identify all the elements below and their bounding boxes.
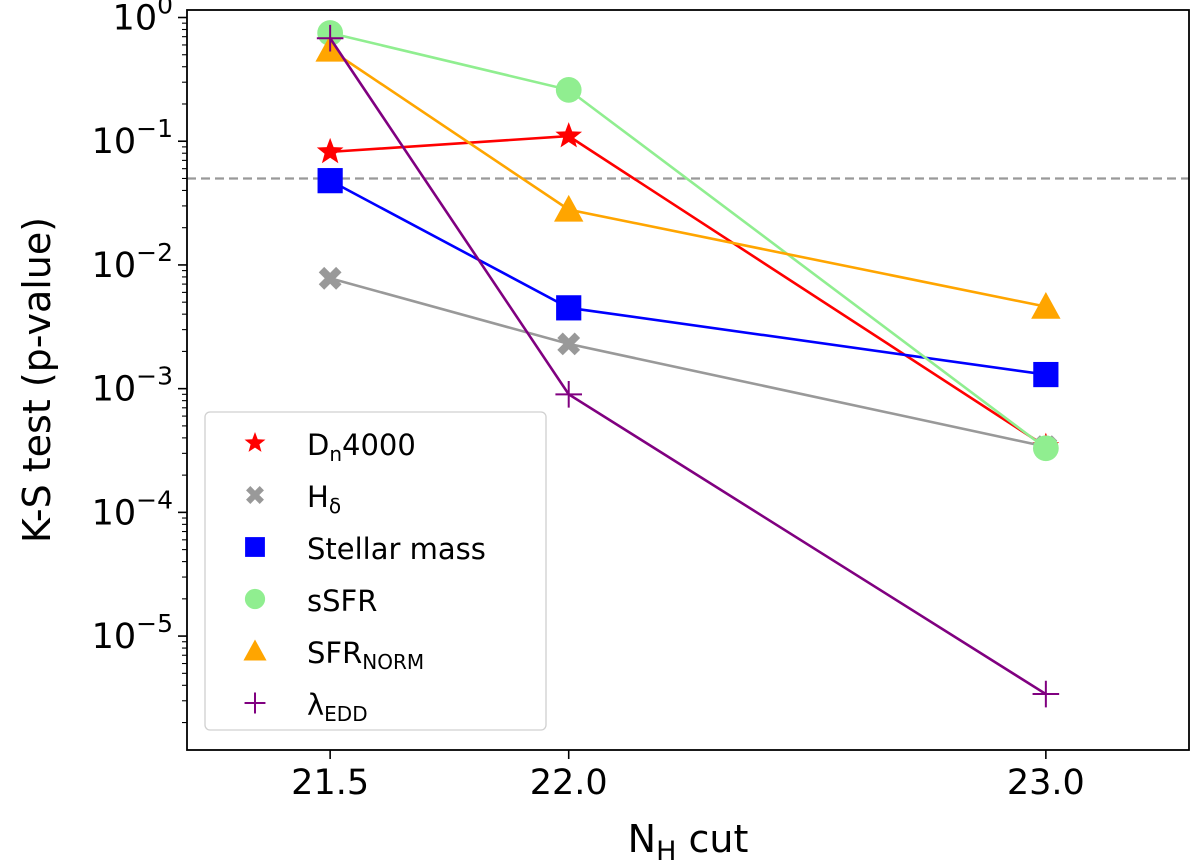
data-point (1032, 435, 1059, 462)
x-tick-label: 22.0 (530, 763, 608, 803)
plus-marker (244, 692, 266, 714)
y-axis-label: K-S test (p-value) (15, 217, 59, 543)
data-point (316, 137, 344, 164)
legend-box (204, 411, 547, 731)
axis-layer: 21.5 22.0 23.0 100 10−1 10−2 10−3 10−4 10−5 (92, 0, 1085, 803)
legend-label-hdelta: Hδ (307, 480, 341, 518)
legend-label-ssfr: sSFR (307, 584, 377, 618)
series-line (329, 179, 1047, 376)
triangle-marker (243, 639, 267, 661)
data-point (1033, 361, 1059, 388)
series-ssfr (317, 20, 1059, 462)
legend: Dn4000 Hδ Stellar mass sSFR SFRNORM λEDD (204, 411, 547, 731)
data-point (1032, 680, 1060, 708)
x-axis-label-rest: cut (676, 817, 748, 861)
legend-label-sfr-norm: SFRNORM (307, 636, 424, 674)
y-tick-label: 10−5 (92, 609, 173, 657)
data-point (556, 295, 582, 321)
series-dn4000 (316, 122, 1060, 458)
legend-label-stellar-mass: Stellar mass (307, 532, 486, 566)
y-tick-label: 100 (113, 0, 173, 39)
y-tick-label: 10−1 (92, 114, 173, 162)
x-axis-label-main: N (628, 817, 656, 861)
data-point (316, 24, 344, 52)
x-axis-label-sub: H (656, 836, 676, 867)
y-tick-label: 10−2 (92, 238, 173, 286)
series-line (329, 31, 1047, 450)
x-marker (246, 486, 264, 504)
legend-label-dn4000: Dn4000 (307, 428, 416, 466)
star-marker (244, 432, 266, 452)
data-point (555, 77, 582, 103)
data-point (557, 332, 581, 356)
series-lambda-edd (316, 24, 1060, 708)
legend-label-lambda-edd: λEDD (307, 688, 368, 726)
series-layer (315, 20, 1061, 708)
plot-frame (186, 9, 1190, 751)
y-tick-label: 10−3 (92, 362, 173, 410)
data-point (554, 194, 584, 222)
circle-marker (244, 588, 266, 610)
series-line (330, 134, 1047, 448)
data-point (555, 381, 583, 408)
x-tick-label: 21.5 (291, 763, 369, 803)
data-point (1031, 291, 1061, 319)
square-marker (245, 537, 265, 557)
series-sfr-norm (315, 34, 1061, 319)
series-stellar-mass (317, 168, 1059, 388)
x-tick-label: 23.0 (1007, 763, 1085, 803)
data-point (318, 266, 342, 290)
x-axis-label: NH cut (628, 817, 749, 867)
y-tick-label: 10−4 (92, 485, 173, 533)
data-point (555, 122, 583, 148)
data-point (317, 168, 343, 194)
